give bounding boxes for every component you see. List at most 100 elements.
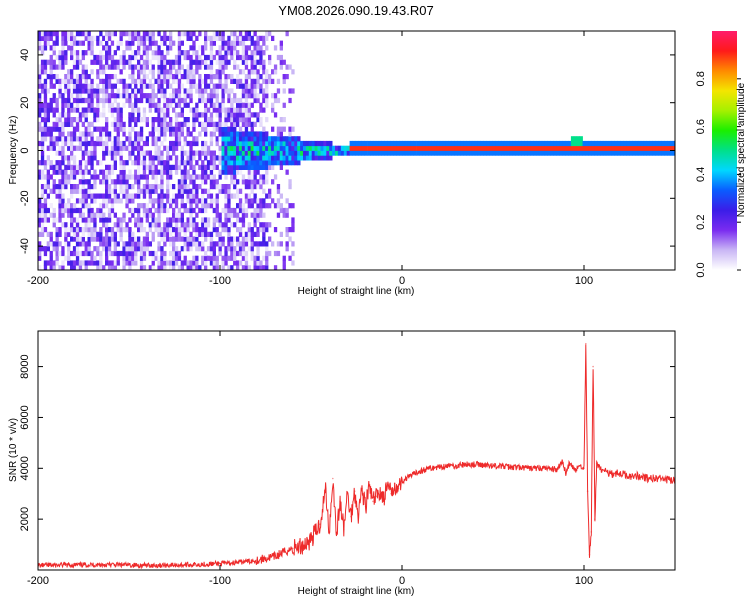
heatmap-cell xyxy=(206,93,211,99)
heatmap-cell xyxy=(594,140,598,147)
heatmap-cell xyxy=(52,136,56,142)
heatmap-cell xyxy=(201,255,205,261)
heatmap-cell xyxy=(265,145,269,151)
heatmap-cell xyxy=(238,188,243,194)
heatmap-cell xyxy=(131,193,135,199)
heatmap-cell xyxy=(137,246,141,252)
heatmap-cell xyxy=(215,207,219,214)
heatmap-cell xyxy=(300,155,304,161)
heatmap-cell xyxy=(81,188,85,194)
heatmap-cell xyxy=(38,35,42,41)
heatmap-cell xyxy=(314,150,318,156)
heatmap-cell xyxy=(145,97,149,104)
heatmap-cell xyxy=(250,227,254,233)
heatmap-cell xyxy=(244,107,249,113)
heatmap-cell xyxy=(105,150,109,156)
heatmap-cell xyxy=(119,35,123,41)
heatmap-cell xyxy=(206,160,211,166)
heatmap-cell xyxy=(116,121,120,127)
heatmap-cell xyxy=(43,207,48,214)
snr-data-point xyxy=(419,470,422,472)
snr-data-point xyxy=(346,492,349,495)
heatmap-cell xyxy=(102,112,106,118)
heatmap-cell xyxy=(139,246,144,252)
heatmap-cell xyxy=(256,83,260,89)
heatmap-cell xyxy=(643,140,647,147)
heatmap-cell xyxy=(244,164,249,170)
heatmap-cell xyxy=(474,150,479,156)
heatmap-cell xyxy=(46,260,50,266)
heatmap-cell xyxy=(70,164,74,170)
heatmap-cell xyxy=(107,212,112,218)
heatmap-cell xyxy=(87,88,91,94)
heatmap-cell xyxy=(608,140,613,147)
heatmap-cell xyxy=(372,145,377,151)
heatmap-cell xyxy=(84,179,88,185)
heatmap-cell xyxy=(224,136,228,142)
heatmap-cell xyxy=(250,64,254,70)
heatmap-cell xyxy=(192,188,196,194)
heatmap-cell xyxy=(236,35,240,41)
heatmap-cell xyxy=(102,126,106,132)
heatmap-cell xyxy=(151,97,155,104)
heatmap-cell xyxy=(67,69,71,75)
heatmap-cell xyxy=(233,179,237,185)
heatmap-cell xyxy=(139,136,144,142)
heatmap-cell xyxy=(160,160,164,166)
heatmap-cell xyxy=(381,145,385,151)
heatmap-cell xyxy=(75,184,80,190)
heatmap-cell xyxy=(102,97,106,104)
heatmap-cell xyxy=(273,265,278,270)
heatmap-cell xyxy=(262,203,266,209)
heatmap-cell xyxy=(99,64,103,70)
heatmap-cell xyxy=(137,150,141,156)
heatmap-cell xyxy=(163,131,167,137)
heatmap-cell xyxy=(562,140,566,147)
heatmap-cell xyxy=(157,102,161,108)
heatmap-cell xyxy=(61,112,65,118)
heatmap-cell xyxy=(93,255,97,261)
heatmap-cell xyxy=(227,207,231,214)
heatmap-cell xyxy=(67,102,71,108)
heatmap-cell xyxy=(177,88,182,94)
heatmap-cell xyxy=(64,222,68,228)
heatmap-cell xyxy=(107,260,112,266)
heatmap-cell xyxy=(64,78,68,84)
heatmap-cell xyxy=(163,74,167,80)
heatmap-cell xyxy=(154,169,158,175)
heatmap-cell xyxy=(236,236,240,242)
heatmap-cell xyxy=(463,150,467,156)
heatmap-cell xyxy=(209,136,214,142)
heatmap-cell xyxy=(61,184,65,190)
heatmap-cell xyxy=(579,140,583,147)
heatmap-cell xyxy=(113,140,117,147)
heatmap-cell xyxy=(116,217,120,223)
heatmap-cell xyxy=(72,59,77,65)
heatmap-cell xyxy=(215,50,219,56)
heatmap-cell xyxy=(172,227,176,233)
heatmap-cell xyxy=(55,35,59,41)
heatmap-cell xyxy=(99,255,103,261)
heatmap-cell xyxy=(87,121,91,127)
heatmap-cell xyxy=(84,260,88,266)
heatmap-cell xyxy=(186,241,190,247)
heatmap-cell xyxy=(113,160,117,166)
heatmap-cell xyxy=(442,150,447,156)
heatmap-cell xyxy=(236,78,240,84)
heatmap-cell xyxy=(469,150,473,156)
heatmap-cell xyxy=(87,246,91,252)
heatmap-cell xyxy=(67,74,71,80)
heatmap-cell xyxy=(466,150,470,156)
heatmap-cell xyxy=(180,97,184,104)
heatmap-cell xyxy=(113,241,117,247)
heatmap-cell xyxy=(250,212,254,218)
heatmap-cell xyxy=(134,107,138,113)
heatmap-cell xyxy=(174,121,179,127)
heatmap-cell xyxy=(72,207,77,214)
heatmap-cell xyxy=(90,145,94,151)
heatmap-cell xyxy=(105,131,109,137)
heatmap-cell xyxy=(314,155,318,161)
heatmap-cell xyxy=(262,140,266,147)
heatmap-cell xyxy=(46,160,50,166)
heatmap-cell xyxy=(151,136,155,142)
